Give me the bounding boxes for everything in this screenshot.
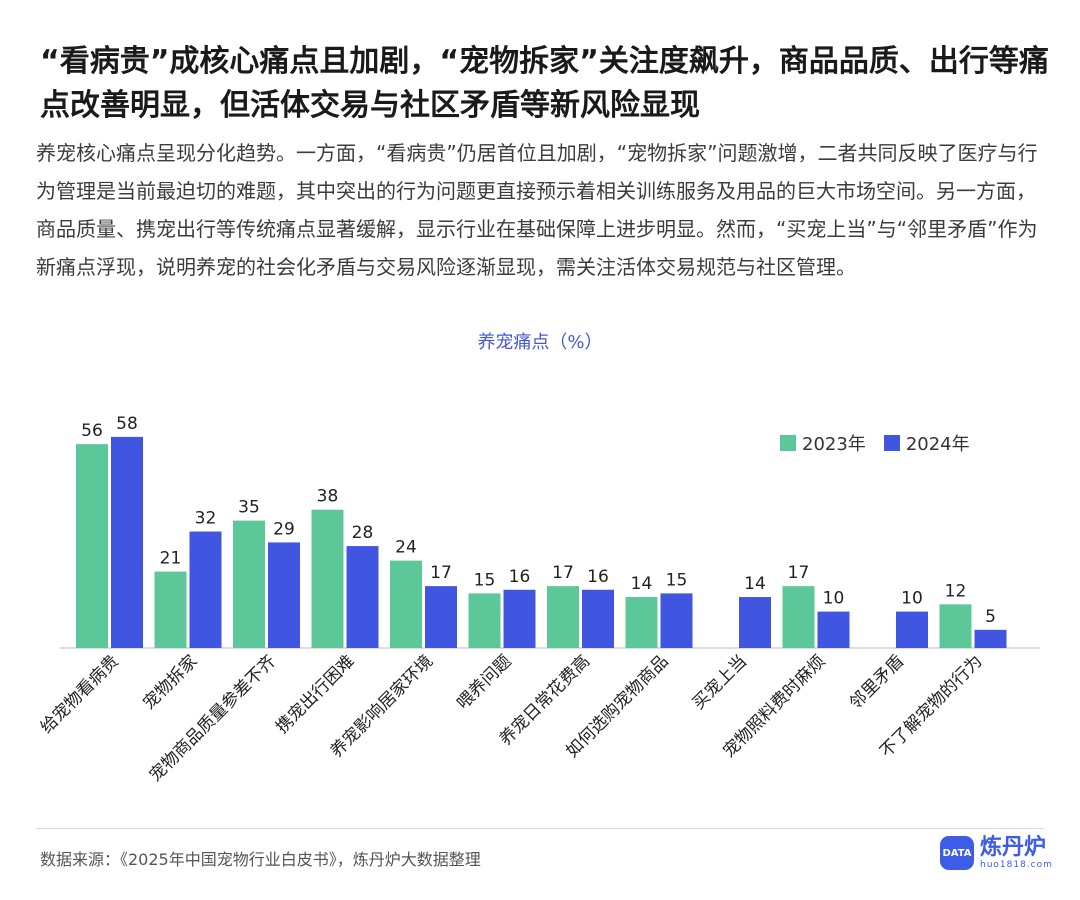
bar-2024-9: [817, 611, 850, 648]
bar-2023-7: [625, 597, 658, 648]
data-label-2023-0: 56: [81, 421, 103, 441]
data-label-2024-2: 29: [273, 519, 295, 539]
legend-swatch-2023: [780, 435, 796, 451]
x-tick-label-1: 宠物拆家: [139, 651, 201, 713]
bar-2024-6: [582, 589, 614, 648]
data-label-2024-9: 10: [823, 589, 845, 609]
chart-legend: 2023年 2024年: [780, 430, 988, 456]
bar-2024-10: [896, 611, 928, 648]
data-label-2024-3: 28: [352, 523, 374, 543]
bar-2023-0: [76, 444, 108, 648]
data-label-2023-4: 24: [395, 538, 417, 558]
bar-2023-9: [782, 586, 815, 648]
bar-2023-1: [154, 571, 187, 648]
bar-2024-4: [425, 586, 457, 648]
page-title: “看病贵”成核心痛点且加剧，“宠物拆家”关注度飙升，商品品质、出行等痛点改善明显…: [40, 44, 1049, 123]
data-source: 数据来源：《2025年中国宠物行业白皮书》，炼丹炉大数据整理: [40, 850, 481, 869]
legend-label-2024: 2024年: [905, 434, 970, 455]
data-label-2023-2: 35: [238, 498, 260, 518]
bar-2024-11: [974, 629, 1007, 648]
logo-name: 炼丹炉: [980, 835, 1047, 860]
bar-2023-11: [939, 604, 972, 648]
bar-2023-6: [547, 586, 579, 648]
bar-2023-4: [390, 560, 422, 648]
x-tick-label-3: 携宠出行困难: [272, 651, 358, 737]
bar-2023-2: [233, 520, 265, 648]
bar-2024-3: [346, 546, 379, 648]
data-label-2024-1: 32: [195, 509, 217, 529]
chart-title: 养宠痛点（%）: [477, 332, 603, 353]
bar-2024-2: [268, 542, 300, 648]
data-label-2024-5: 16: [509, 567, 531, 587]
data-label-2023-5: 15: [474, 570, 496, 590]
data-label-2023-11: 12: [945, 581, 967, 601]
data-label-2023-1: 21: [160, 549, 182, 569]
legend-label-2023: 2023年: [802, 434, 866, 455]
legend-swatch-2024: [883, 435, 900, 451]
logo-url: huo1818.com: [980, 860, 1053, 870]
page-subtitle: 养宠核心痛点呈现分化趋势。一方面，“看病贵”仍居首位且加剧，“宠物拆家”问题激增…: [36, 141, 1038, 279]
legend-item-2024: 2024年: [883, 430, 970, 456]
data-label-2024-6: 16: [587, 567, 609, 587]
x-tick-label-10: 邻里矛盾: [846, 651, 908, 713]
x-tick-label-8: 买宠上当: [689, 651, 751, 713]
bar-2024-1: [189, 531, 222, 648]
x-tick-label-0: 给宠物看病贵: [37, 651, 123, 737]
legend-item-2023: 2023年: [780, 430, 866, 456]
data-label-2024-4: 17: [430, 563, 452, 583]
bar-2023-5: [468, 593, 501, 648]
bar-2023-3: [311, 509, 344, 648]
x-tick-label-2: 宠物商品质量参差不齐: [146, 651, 280, 785]
data-label-2023-3: 38: [317, 487, 339, 507]
bar-2024-0: [111, 436, 143, 648]
data-label-2024-0: 58: [116, 414, 138, 434]
data-label-2024-7: 15: [666, 570, 688, 590]
brand-logo[interactable]: DATA 炼丹炉 huo1818.com: [940, 836, 1053, 870]
data-label-2023-7: 14: [631, 574, 653, 594]
data-label-2024-8: 14: [744, 574, 766, 594]
bar-2024-5: [503, 589, 536, 648]
bar-2024-8: [739, 597, 771, 648]
bar-chart: 56 58 给宠物看病贵 21 32 宠物拆家 35 29 宠物商品质量参差不齐 38 28 携宠出行…: [37, 414, 1040, 786]
bar-2024-7: [660, 593, 693, 648]
data-label-2023-6: 17: [552, 563, 574, 583]
data-label-2023-9: 17: [788, 563, 810, 583]
footer-divider: [36, 828, 1044, 829]
data-label-2024-10: 10: [901, 589, 923, 609]
data-label-2024-11: 5: [985, 607, 996, 627]
logo-badge-icon: DATA: [940, 836, 974, 870]
x-tick-label-5: 喂养问题: [453, 651, 515, 713]
